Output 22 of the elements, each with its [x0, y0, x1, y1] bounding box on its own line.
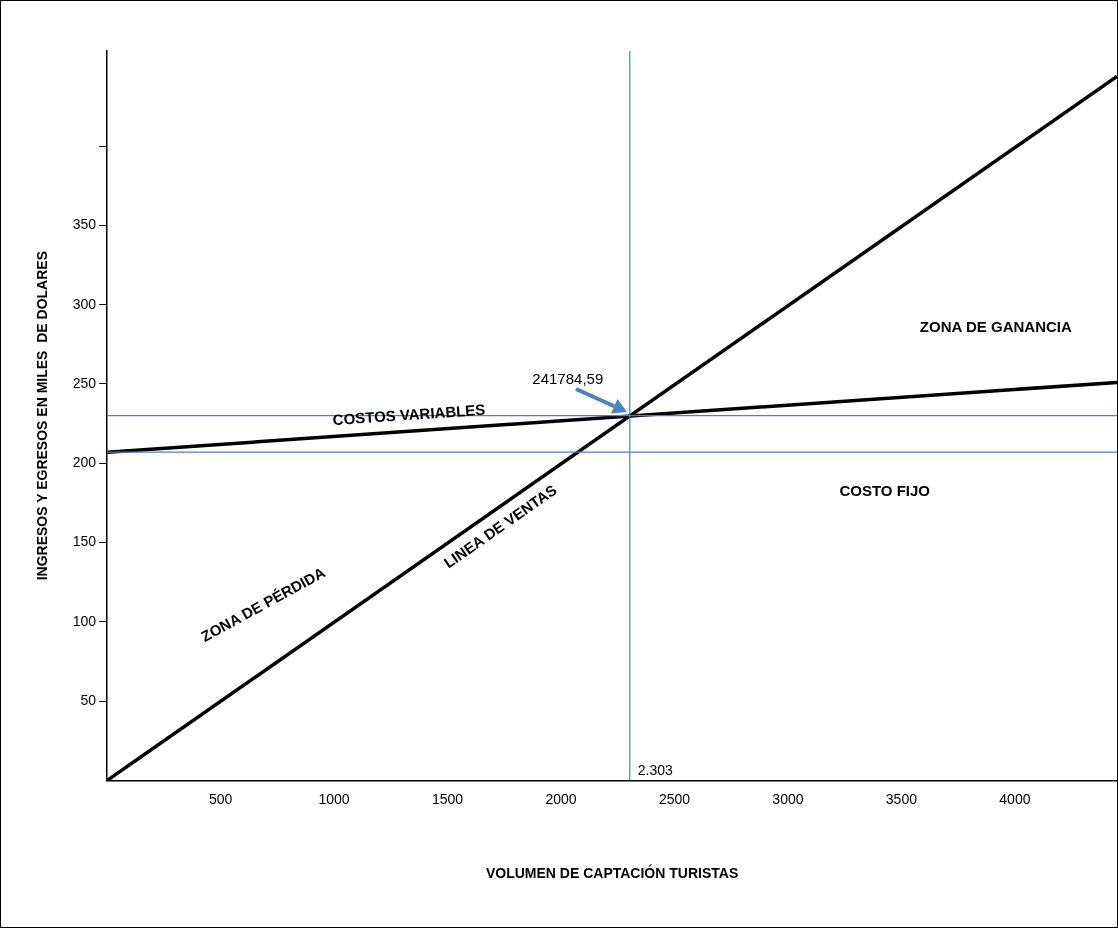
x-tick-label: 3500	[885, 790, 918, 807]
ref-line-label: 2.303	[637, 762, 674, 779]
x-tick-label: 3000	[772, 790, 804, 807]
ref-line-label: COSTO FIJO	[839, 481, 931, 499]
x-tick-label: 2000	[545, 790, 577, 807]
y-tick-label: 300	[72, 295, 97, 312]
annotation: ZONA DE GANANCIA	[919, 318, 1072, 336]
y-tick-label: 350	[72, 216, 97, 233]
x-tick-label: 4000	[999, 790, 1031, 807]
y-axis-title: INGRESOS Y EGRESOS EN MILES DE DOLARES	[34, 251, 51, 581]
y-tick-label: 150	[72, 533, 97, 550]
y-tick-label: 50	[80, 691, 97, 708]
x-tick-label: 2500	[658, 790, 691, 807]
x-tick-label: 1000	[318, 790, 350, 807]
x-tick-label: 500	[208, 790, 233, 807]
annotation: 241784,59	[532, 369, 604, 387]
y-tick-label: 100	[72, 612, 97, 629]
x-tick-label: 1500	[431, 790, 464, 807]
series-label: COSTOS VARIABLES	[332, 400, 486, 429]
x-axis-title: VOLUMEN DE CAPTACIÓN TURISTAS	[485, 864, 739, 882]
y-tick-label: 200	[72, 454, 97, 471]
y-tick-label: 250	[72, 374, 97, 391]
